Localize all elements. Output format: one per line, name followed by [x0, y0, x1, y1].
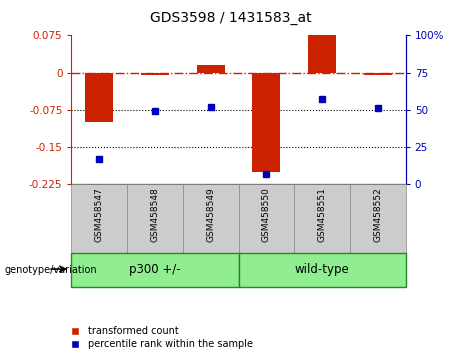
Text: GSM458551: GSM458551	[318, 188, 327, 242]
Legend: transformed count, percentile rank within the sample: transformed count, percentile rank withi…	[65, 326, 253, 349]
Bar	[238, 253, 406, 287]
Bar	[197, 65, 225, 73]
Bar	[141, 73, 169, 75]
Text: GSM458550: GSM458550	[262, 188, 271, 242]
Bar	[308, 35, 336, 73]
Text: GSM458549: GSM458549	[206, 188, 215, 242]
Text: GSM458547: GSM458547	[95, 188, 104, 242]
Text: wild-type: wild-type	[295, 263, 349, 276]
Text: p300 +/-: p300 +/-	[129, 263, 181, 276]
Text: GSM458552: GSM458552	[373, 188, 382, 242]
Bar	[350, 184, 406, 253]
Bar	[238, 184, 294, 253]
Bar	[71, 184, 127, 253]
Bar	[183, 184, 238, 253]
Bar	[253, 73, 280, 172]
Bar	[294, 184, 350, 253]
Text: GSM458548: GSM458548	[150, 188, 160, 242]
Bar	[85, 73, 113, 122]
Bar	[71, 253, 239, 287]
Bar	[364, 73, 392, 75]
Text: GDS3598 / 1431583_at: GDS3598 / 1431583_at	[150, 11, 311, 25]
Bar	[127, 184, 183, 253]
Text: genotype/variation: genotype/variation	[5, 265, 97, 275]
